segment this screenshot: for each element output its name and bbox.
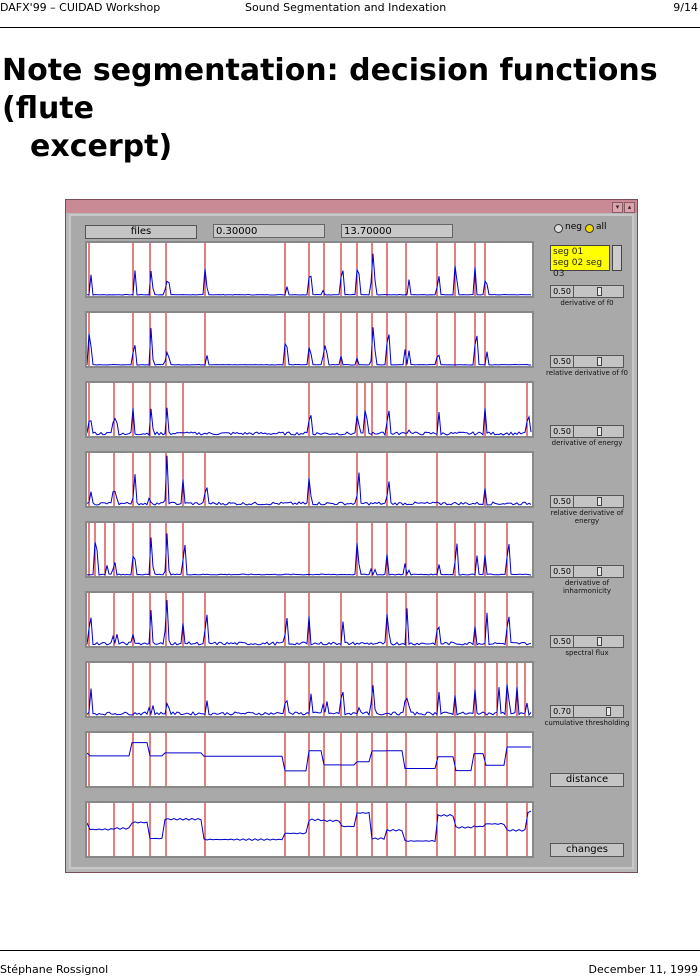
header-center: Sound Segmentation and Indexation [245, 1, 447, 14]
decision-function-plot[interactable] [85, 311, 534, 368]
footer-rule [0, 950, 700, 951]
decision-function-plot[interactable] [85, 801, 534, 858]
slider-value: 0.50 [551, 286, 574, 297]
header-left: DAFX'99 – CUIDAD Workshop [0, 1, 161, 14]
page-footer: Stéphane Rossignol December 11, 1999 [0, 962, 700, 978]
plot-canvas [86, 383, 532, 437]
slider-label: cumulative thresholding [544, 719, 630, 727]
plot-canvas [86, 313, 531, 366]
slider-knob[interactable] [597, 567, 602, 576]
decision-function-plot[interactable] [85, 521, 534, 578]
slide-title: Note segmentation: decision functions (f… [2, 52, 698, 166]
files-button[interactable]: files [85, 225, 197, 239]
threshold-slider[interactable]: 0.50 [550, 635, 624, 648]
slider-label: derivative of energy [551, 439, 623, 447]
app-panel: files 0.30000 13.70000 neg all seg 01 se… [69, 214, 634, 869]
slider-value: 0.50 [551, 356, 574, 367]
header-rule [0, 27, 700, 28]
slider-knob[interactable] [597, 427, 602, 436]
plot-canvas [86, 663, 532, 717]
slider-value: 0.50 [551, 566, 574, 577]
title-line-1: Note segmentation: decision functions (f… [2, 53, 658, 126]
slider-knob[interactable] [597, 637, 602, 646]
plot-canvas [86, 453, 532, 506]
plot-canvas [86, 243, 532, 296]
radio-neg-label: neg [565, 222, 582, 232]
slider-label: derivative of inharmonicity [562, 579, 612, 595]
radio-all[interactable] [585, 224, 594, 233]
decision-function-curve [86, 810, 532, 843]
slider-knob[interactable] [605, 707, 611, 716]
threshold-slider[interactable]: 0.70 [550, 705, 624, 718]
decision-function-curve [86, 327, 531, 366]
decision-function-plot[interactable] [85, 381, 534, 438]
list-scrollbar[interactable] [612, 245, 622, 271]
decision-function-plot[interactable] [85, 451, 534, 508]
decision-function-plot[interactable] [85, 241, 534, 298]
slider-knob[interactable] [597, 497, 602, 506]
changes-button[interactable]: changes [550, 843, 624, 857]
end-time-field[interactable]: 13.70000 [341, 224, 453, 238]
footer-author: Stéphane Rossignol [0, 963, 109, 976]
slider-value: 0.70 [551, 706, 574, 717]
slider-label: relative derivative of energy [550, 509, 624, 525]
start-time-field[interactable]: 0.30000 [213, 224, 325, 238]
window-titlebar[interactable]: ▾ ▴ [66, 200, 637, 213]
title-line-2: excerpt) [30, 129, 173, 164]
threshold-slider[interactable]: 0.50 [550, 285, 624, 298]
plot-canvas [86, 523, 532, 576]
threshold-slider[interactable]: 0.50 [550, 355, 624, 368]
segment-list[interactable]: seg 01 seg 02 seg 03 [550, 245, 610, 279]
slider-label: relative derivative of f0 [546, 369, 628, 377]
decision-function-plot[interactable] [85, 591, 534, 648]
slider-value: 0.50 [551, 496, 574, 507]
radio-neg[interactable] [554, 224, 563, 233]
decision-function-curve [86, 407, 532, 437]
threshold-slider[interactable]: 0.50 [550, 425, 624, 438]
maximize-icon[interactable]: ▴ [624, 202, 635, 213]
slider-label: spectral flux [565, 649, 609, 657]
threshold-slider[interactable]: 0.50 [550, 495, 624, 508]
plot-canvas [86, 803, 532, 856]
plot-canvas [86, 593, 532, 646]
header-page: 9/14 [673, 1, 698, 14]
slider-value: 0.50 [551, 426, 574, 437]
page-header: DAFX'99 – CUIDAD Workshop Sound Segmenta… [0, 0, 700, 24]
decision-function-curve [86, 599, 532, 646]
minimize-icon[interactable]: ▾ [612, 202, 623, 213]
decision-function-curve [86, 253, 532, 296]
list-item[interactable]: seg 02 seg 03 [553, 258, 603, 279]
slider-label: derivative of f0 [560, 299, 614, 307]
decision-function-plot[interactable] [85, 661, 534, 718]
list-item[interactable]: seg 01 [553, 247, 584, 257]
footer-date: December 11, 1999 [588, 963, 698, 976]
decision-function-curve [86, 742, 531, 772]
plot-canvas [86, 733, 531, 786]
slider-knob[interactable] [597, 287, 602, 296]
slider-value: 0.50 [551, 636, 574, 647]
radio-all-label: all [596, 222, 607, 232]
decision-function-curve [86, 684, 532, 717]
decision-function-curve [86, 533, 532, 576]
threshold-slider[interactable]: 0.50 [550, 565, 624, 578]
decision-function-curve [86, 455, 532, 506]
app-window: ▾ ▴ files 0.30000 13.70000 neg all seg 0… [65, 199, 638, 873]
decision-function-plot[interactable] [85, 731, 534, 788]
distance-button[interactable]: distance [550, 773, 624, 787]
slider-knob[interactable] [597, 357, 602, 366]
